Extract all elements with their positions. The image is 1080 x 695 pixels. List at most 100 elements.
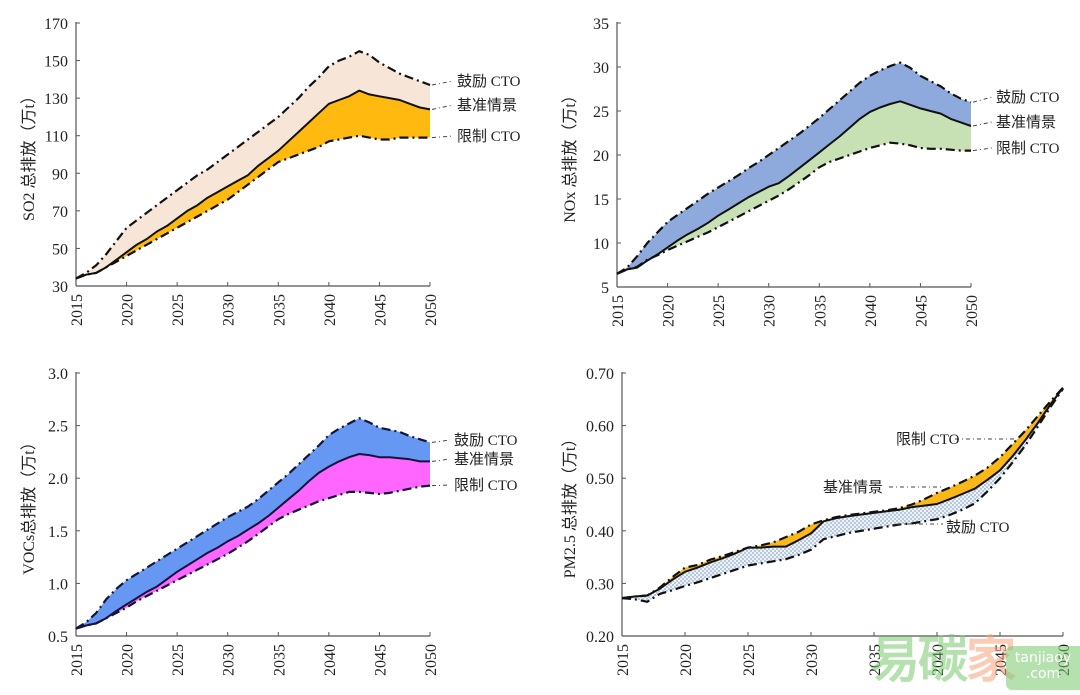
series-label-pm25-0: 限制 CTO <box>896 431 960 448</box>
y-tick-label-vocs: 0.5 <box>48 629 68 646</box>
area-so2-upper-band <box>76 51 430 279</box>
series-label-pm25-2: 鼓励 CTO <box>946 519 1010 536</box>
x-tick-label-so2: 2030 <box>221 294 238 326</box>
series-label-vocs-0: 鼓励 CTO <box>454 432 518 449</box>
area-vocs-lower-band <box>76 454 430 629</box>
x-tick-label-nox: 2025 <box>711 295 728 327</box>
y-tick-label-so2: 150 <box>44 54 68 71</box>
area-nox-lower-band <box>617 101 971 274</box>
series-line-so2-2 <box>75 134 430 280</box>
y-tick-label-pm25: 0.20 <box>586 629 614 646</box>
x-tick-label-so2: 2045 <box>372 294 389 326</box>
y-axis-label-nox: NOx 总排放（万t） <box>561 87 579 223</box>
chart-so2: 30 50 70 90 110 130 150 170 2015 2020 2025 2030 2035… <box>20 16 521 326</box>
y-tick-label-so2: 50 <box>52 241 68 258</box>
x-tick-label-pm25: 2040 <box>930 644 947 676</box>
series-line-vocs-0 <box>75 417 431 630</box>
x-tick-label-nox: 2035 <box>812 295 829 327</box>
series-line-so2-1 <box>75 89 431 280</box>
x-tick-label-so2: 2025 <box>170 294 187 326</box>
x-tick-label-so2: 2015 <box>69 294 86 326</box>
y-tick-label-nox: 30 <box>593 60 609 77</box>
x-tick-label-pm25: 2020 <box>678 644 695 676</box>
leader-line-nox-1 <box>972 121 993 127</box>
y-tick-label-vocs: 1.0 <box>48 576 68 593</box>
area-nox-upper-band <box>617 62 971 274</box>
y-tick-label-vocs: 2.5 <box>48 419 68 436</box>
area-vocs-upper-band <box>76 418 430 629</box>
x-tick-label-so2: 2040 <box>322 294 339 326</box>
chart-vocs: 0.5 1.0 1.5 2.0 2.5 3.0 2015 2020 2025 2030 2035 20… <box>20 366 518 676</box>
x-tick-label-vocs: 2050 <box>423 644 440 676</box>
x-tick-label-pm25: 2045 <box>993 644 1010 676</box>
y-tick-label-so2: 30 <box>52 279 68 296</box>
leader-line-nox-2 <box>972 147 993 152</box>
y-tick-label-pm25: 0.70 <box>586 366 614 383</box>
x-tick-label-nox: 2040 <box>863 295 880 327</box>
series-line-nox-1 <box>616 100 972 275</box>
x-tick-label-pm25: 2025 <box>741 644 758 676</box>
y-axis-label-so2: SO2 总排放（万t） <box>20 88 38 221</box>
x-tick-label-nox: 2050 <box>964 295 981 327</box>
x-tick-label-nox: 2045 <box>913 295 930 327</box>
y-tick-label-so2: 110 <box>45 129 68 146</box>
series-line-pm25-1 <box>621 387 1064 600</box>
x-tick-label-pm25: 2050 <box>1056 644 1073 676</box>
x-tick-label-vocs: 2040 <box>322 644 339 676</box>
y-tick-label-vocs: 1.5 <box>48 524 68 541</box>
y-tick-label-so2: 90 <box>52 166 68 183</box>
x-tick-label-pm25: 2015 <box>615 644 632 676</box>
x-tick-label-nox: 2030 <box>762 295 779 327</box>
series-label-vocs-2: 限制 CTO <box>454 477 518 494</box>
series-label-pm25-1: 基准情景 <box>823 479 883 496</box>
x-tick-label-nox: 2015 <box>610 295 627 327</box>
leader-line-so2-1 <box>431 104 454 110</box>
y-tick-label-vocs: 3.0 <box>48 366 68 383</box>
leader-line-vocs-2 <box>431 484 451 487</box>
x-tick-label-vocs: 2025 <box>170 644 187 676</box>
series-line-vocs-2 <box>75 484 431 630</box>
series-label-so2-1: 基准情景 <box>457 97 517 114</box>
x-tick-label-nox: 2020 <box>661 295 678 327</box>
leader-line-nox-0 <box>972 96 993 103</box>
x-tick-label-so2: 2020 <box>120 294 137 326</box>
series-label-nox-1: 基准情景 <box>996 114 1056 131</box>
leader-line-so2-0 <box>431 80 454 86</box>
y-tick-label-so2: 170 <box>44 16 68 33</box>
series-label-so2-2: 限制 CTO <box>457 128 521 145</box>
x-tick-label-pm25: 2035 <box>867 644 884 676</box>
y-tick-label-pm25: 0.50 <box>586 471 614 488</box>
x-tick-label-vocs: 2015 <box>69 644 86 676</box>
y-tick-label-nox: 25 <box>593 104 609 121</box>
x-tick-label-so2: 2035 <box>271 294 288 326</box>
y-tick-label-vocs: 2.0 <box>48 471 68 488</box>
series-line-nox-0 <box>616 61 972 275</box>
series-line-pm25-0 <box>621 386 1064 600</box>
y-tick-label-pm25: 0.30 <box>586 576 614 593</box>
series-line-nox-2 <box>616 141 971 275</box>
chart-pm25: 0.20 0.30 0.40 0.50 0.60 0.70 2015 2020 2025 2030… <box>561 366 1073 676</box>
series-label-vocs-1: 基准情景 <box>454 451 514 468</box>
y-tick-label-pm25: 0.40 <box>586 524 614 541</box>
y-tick-label-nox: 20 <box>593 148 609 165</box>
series-line-vocs-1 <box>75 453 430 630</box>
x-tick-label-vocs: 2030 <box>221 644 238 676</box>
series-label-so2-0: 鼓励 CTO <box>457 73 521 90</box>
y-tick-label-nox: 10 <box>593 236 609 253</box>
area-pm25-lower-band <box>622 387 1063 602</box>
series-line-so2-0 <box>75 50 431 280</box>
y-tick-label-nox: 15 <box>593 192 609 209</box>
series-label-nox-2: 限制 CTO <box>996 140 1060 157</box>
x-tick-label-vocs: 2045 <box>372 644 389 676</box>
y-tick-label-so2: 130 <box>44 91 68 108</box>
y-tick-label-so2: 70 <box>52 204 68 221</box>
y-axis-label-pm25: PM2.5 总排放（万t） <box>561 431 579 579</box>
y-tick-label-nox: 5 <box>601 280 609 297</box>
y-tick-label-pm25: 0.60 <box>586 419 614 436</box>
y-tick-label-nox: 35 <box>593 16 609 33</box>
x-tick-label-vocs: 2035 <box>271 644 288 676</box>
x-tick-label-so2: 2050 <box>423 294 440 326</box>
area-so2-lower-band <box>76 90 430 279</box>
